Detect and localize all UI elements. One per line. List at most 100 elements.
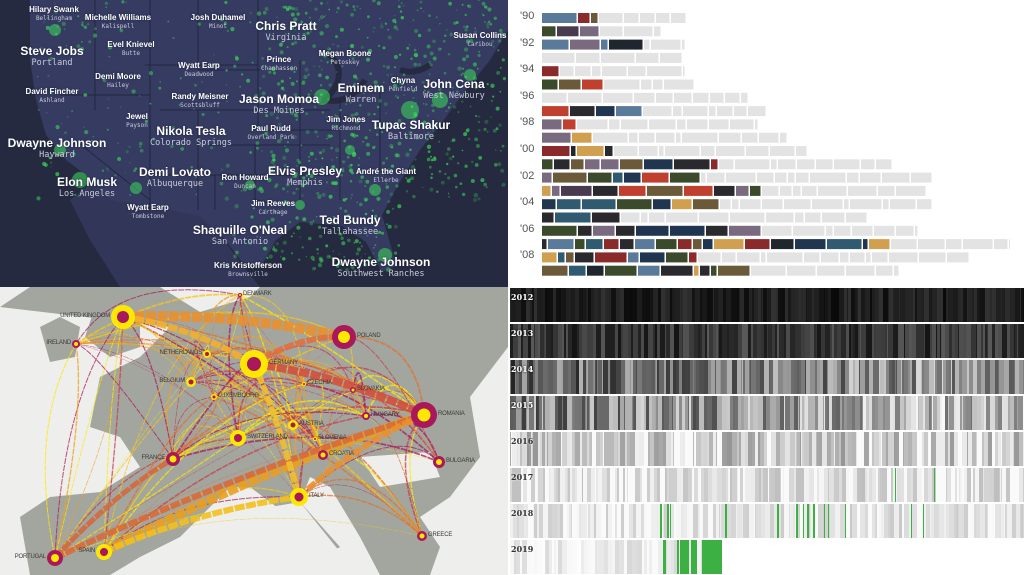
film-poster[interactable] (693, 239, 702, 250)
film-poster[interactable] (628, 252, 639, 263)
film-poster[interactable] (700, 265, 710, 276)
film-poster[interactable] (575, 239, 585, 250)
film-poster[interactable] (554, 159, 570, 170)
film-poster[interactable] (718, 265, 750, 276)
film-poster[interactable] (714, 185, 735, 196)
film-poster[interactable] (605, 146, 613, 156)
film-poster[interactable] (678, 239, 692, 250)
film-poster[interactable] (542, 199, 556, 210)
film-poster[interactable] (711, 159, 718, 170)
film-poster[interactable] (620, 159, 643, 170)
film-poster[interactable] (601, 159, 619, 170)
film-poster[interactable] (566, 252, 574, 263)
film-poster[interactable] (638, 265, 660, 276)
film-poster[interactable] (570, 39, 600, 50)
film-poster[interactable] (706, 225, 728, 236)
film-poster[interactable] (714, 239, 744, 250)
film-poster[interactable] (542, 185, 551, 196)
film-poster[interactable] (619, 185, 646, 196)
film-poster[interactable] (750, 185, 761, 196)
film-poster[interactable] (542, 132, 571, 143)
film-poster[interactable] (542, 159, 553, 170)
film-poster[interactable] (542, 265, 568, 276)
film-poster[interactable] (591, 13, 598, 23)
film-poster[interactable] (604, 239, 619, 250)
film-poster[interactable] (613, 172, 623, 183)
film-poster[interactable] (555, 212, 591, 223)
film-poster[interactable] (863, 239, 868, 250)
film-poster[interactable] (542, 146, 570, 156)
film-poster[interactable] (575, 252, 594, 263)
film-poster[interactable] (542, 79, 558, 90)
film-poster[interactable] (582, 79, 603, 90)
film-poster[interactable] (582, 199, 616, 210)
film-poster[interactable] (542, 172, 552, 183)
film-poster[interactable] (557, 199, 581, 210)
film-poster[interactable] (578, 13, 590, 23)
film-poster[interactable] (736, 185, 749, 196)
film-poster[interactable] (670, 225, 705, 236)
film-poster[interactable] (642, 172, 669, 183)
film-poster[interactable] (601, 39, 608, 50)
film-poster[interactable] (647, 185, 683, 196)
film-poster[interactable] (869, 239, 890, 250)
film-poster[interactable] (616, 106, 642, 117)
film-poster[interactable] (689, 252, 697, 263)
film-poster[interactable] (827, 239, 862, 250)
film-poster[interactable] (595, 252, 627, 263)
film-poster[interactable] (653, 199, 671, 210)
film-poster[interactable] (620, 239, 634, 250)
film-poster[interactable] (542, 66, 559, 77)
film-poster[interactable] (745, 239, 770, 250)
film-poster[interactable] (571, 159, 584, 170)
film-poster[interactable] (684, 185, 713, 196)
film-poster[interactable] (542, 239, 547, 250)
film-poster[interactable] (577, 146, 604, 156)
film-poster[interactable] (795, 239, 826, 250)
film-poster[interactable] (542, 26, 556, 37)
film-poster[interactable] (587, 265, 604, 276)
film-poster[interactable] (596, 106, 615, 117)
film-poster[interactable] (569, 265, 586, 276)
film-poster[interactable] (588, 172, 612, 183)
film-poster[interactable] (542, 225, 577, 236)
film-poster[interactable] (656, 239, 677, 250)
film-poster[interactable] (635, 239, 655, 250)
film-poster[interactable] (558, 252, 565, 263)
film-poster[interactable] (771, 239, 794, 250)
film-poster[interactable] (542, 252, 557, 263)
film-poster[interactable] (636, 225, 669, 236)
film-poster[interactable] (693, 199, 719, 210)
film-poster[interactable] (616, 225, 635, 236)
film-poster[interactable] (674, 159, 710, 170)
film-poster[interactable] (666, 252, 688, 263)
film-poster[interactable] (605, 265, 637, 276)
film-poster[interactable] (542, 106, 569, 117)
film-poster[interactable] (711, 265, 717, 276)
film-poster[interactable] (593, 185, 618, 196)
film-poster[interactable] (703, 239, 713, 250)
film-poster[interactable] (572, 132, 592, 143)
film-poster[interactable] (542, 39, 569, 50)
film-poster[interactable] (624, 172, 641, 183)
film-poster[interactable] (561, 185, 592, 196)
film-poster[interactable] (661, 265, 693, 276)
film-poster[interactable] (586, 239, 603, 250)
film-poster[interactable] (542, 13, 577, 23)
film-poster[interactable] (729, 225, 761, 236)
film-poster[interactable] (553, 172, 587, 183)
film-poster[interactable] (617, 199, 652, 210)
film-poster[interactable] (585, 159, 600, 170)
film-poster[interactable] (552, 185, 560, 196)
film-poster[interactable] (578, 225, 592, 236)
film-poster[interactable] (580, 26, 599, 37)
film-poster[interactable] (570, 106, 595, 117)
film-poster[interactable] (640, 252, 665, 263)
film-poster[interactable] (557, 26, 579, 37)
film-poster[interactable] (563, 119, 576, 130)
film-poster[interactable] (592, 212, 620, 223)
film-poster[interactable] (609, 39, 643, 50)
film-poster[interactable] (548, 239, 574, 250)
film-poster[interactable] (644, 159, 673, 170)
film-poster[interactable] (559, 79, 581, 90)
